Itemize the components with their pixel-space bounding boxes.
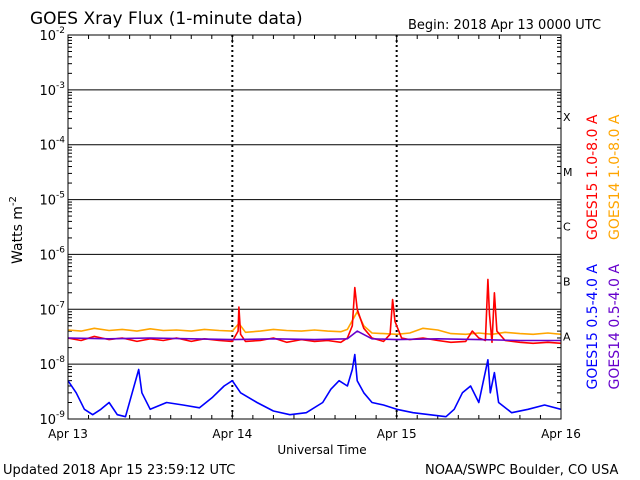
flare-class-label-x: X bbox=[563, 111, 571, 124]
y-tick-exponent: -5 bbox=[56, 191, 65, 201]
legend-entry-goes14-0-5-4-0-a: GOES14 0.5-4.0 A bbox=[607, 264, 623, 390]
updated-timestamp: Updated 2018 Apr 15 23:59:12 UTC bbox=[3, 463, 235, 478]
y-tick-exponent: -3 bbox=[56, 81, 65, 91]
y-tick-label-6: 10-8 bbox=[39, 355, 65, 373]
y-tick-base: 10 bbox=[39, 84, 56, 99]
y-tick-exponent: -6 bbox=[56, 245, 65, 255]
x-tick-label-0: Apr 13 bbox=[48, 427, 88, 441]
y-tick-exponent: -4 bbox=[56, 136, 65, 146]
flare-class-label-m: M bbox=[563, 166, 573, 179]
y-tick-label-5: 10-7 bbox=[39, 300, 65, 318]
y-tick-label-2: 10-4 bbox=[39, 136, 65, 154]
y-tick-label-4: 10-6 bbox=[39, 245, 65, 263]
flare-class-label-c: C bbox=[563, 221, 571, 234]
x-axis-label: Universal Time bbox=[277, 443, 366, 457]
series-line-goes14-0-5-4-0-a bbox=[68, 330, 561, 342]
y-tick-label-3: 10-5 bbox=[39, 191, 65, 209]
y-tick-base: 10 bbox=[39, 139, 56, 154]
plot-border bbox=[67, 34, 562, 420]
y-axis-label-exponent: -2 bbox=[8, 196, 19, 206]
legend-entry-goes15-1-0-8-0-a: GOES15 1.0-8.0 A bbox=[585, 114, 601, 240]
y-tick-label-1: 10-3 bbox=[39, 81, 65, 99]
y-axis-label-group: Watts m-2 bbox=[8, 196, 26, 264]
y-axis-label: Watts m-2 bbox=[8, 196, 26, 264]
series-line-goes14-1-0-8-0-a bbox=[68, 310, 561, 336]
y-tick-exponent: -7 bbox=[56, 300, 65, 310]
y-tick-exponent: -2 bbox=[56, 26, 65, 36]
credit-label: NOAA/SWPC Boulder, CO USA bbox=[425, 463, 618, 478]
legend-entry-goes14-1-0-8-0-a: GOES14 1.0-8.0 A bbox=[607, 114, 623, 240]
y-tick-base: 10 bbox=[39, 413, 56, 428]
y-tick-label-7: 10-9 bbox=[39, 410, 65, 428]
chart-title: GOES Xray Flux (1-minute data) bbox=[30, 9, 303, 29]
y-tick-base: 10 bbox=[39, 248, 56, 263]
flare-class-label-a: A bbox=[563, 330, 571, 343]
y-tick-exponent: -8 bbox=[56, 355, 65, 365]
series-line-goes15-0-5-4-0-a bbox=[68, 353, 561, 418]
legend-entry-goes15-0-5-4-0-a: GOES15 0.5-4.0 A bbox=[585, 264, 601, 390]
begin-date-label: Begin: 2018 Apr 13 0000 UTC bbox=[408, 18, 601, 33]
y-tick-base: 10 bbox=[39, 194, 56, 209]
y-tick-exponent: -9 bbox=[56, 410, 65, 420]
y-tick-base: 10 bbox=[39, 29, 56, 44]
x-tick-label-3: Apr 16 bbox=[541, 427, 581, 441]
y-axis-label-text: Watts m bbox=[10, 206, 26, 264]
series-line-goes15-1-0-8-0-a bbox=[68, 278, 561, 345]
y-tick-label-0: 10-2 bbox=[39, 26, 65, 44]
x-tick-label-2: Apr 15 bbox=[377, 427, 417, 441]
y-tick-base: 10 bbox=[39, 358, 56, 373]
y-tick-base: 10 bbox=[39, 303, 56, 318]
flare-class-label-b: B bbox=[563, 276, 571, 289]
x-tick-label-1: Apr 14 bbox=[212, 427, 252, 441]
